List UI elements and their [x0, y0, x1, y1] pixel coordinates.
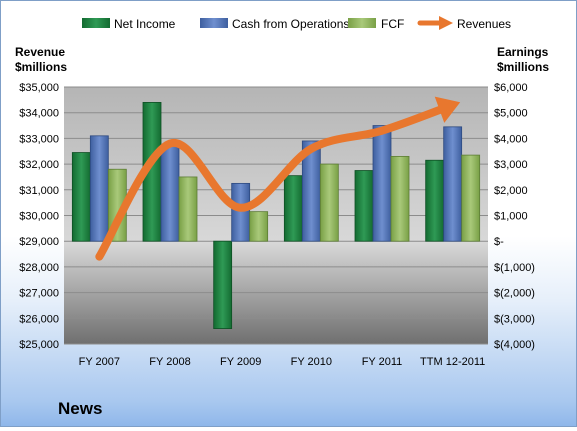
legend: Net Income Cash from Operations FCF Reve…	[82, 16, 511, 31]
legend-label-fcf: FCF	[381, 17, 404, 31]
bar-fcf	[461, 154, 481, 242]
right-tick-label: $5,000	[494, 108, 528, 120]
bar-cash-from-operations	[160, 144, 180, 242]
left-tick-label: $25,000	[19, 339, 59, 351]
bar-cash-from-operations	[89, 135, 109, 242]
legend-swatch-revenues-arrowhead	[439, 16, 453, 30]
legend-label-revenues: Revenues	[457, 17, 511, 31]
right-tick-label: $2,000	[494, 185, 528, 197]
bar-net-income	[425, 159, 445, 242]
right-axis-title-line1: Earnings	[497, 45, 549, 59]
left-tick-label: $26,000	[19, 313, 59, 325]
right-tick-label: $(3,000)	[494, 313, 535, 325]
revenue-line	[95, 100, 457, 261]
left-tick-label: $28,000	[19, 262, 59, 274]
bar-cash-from-operations	[231, 182, 251, 242]
left-tick-label: $29,000	[19, 236, 59, 248]
legend-label-cash-from-operations: Cash from Operations	[232, 17, 349, 31]
bar-net-income	[71, 152, 91, 242]
left-tick-label: $35,000	[19, 82, 59, 94]
chart-title: News	[58, 399, 102, 418]
category-label: FY 2010	[291, 356, 332, 368]
left-tick-label: $31,000	[19, 185, 59, 197]
category-label: TTM 12-2011	[420, 356, 485, 368]
right-tick-label: $4,000	[494, 133, 528, 145]
right-tick-label: $3,000	[494, 159, 528, 171]
right-tick-label: $(4,000)	[494, 339, 535, 351]
bar-fcf	[390, 155, 410, 242]
legend-swatch-fcf	[348, 18, 376, 28]
category-label: FY 2009	[220, 356, 261, 368]
left-tick-label: $34,000	[19, 108, 59, 120]
bar-cash-from-operations	[372, 125, 392, 242]
legend-swatch-cash-from-operations	[200, 18, 228, 28]
left-axis-title-line1: Revenue	[15, 45, 65, 59]
bar-fcf	[178, 176, 198, 242]
right-tick-label: $(1,000)	[494, 262, 535, 274]
category-label: FY 2008	[149, 356, 190, 368]
bar-net-income	[354, 170, 374, 242]
legend-swatch-net-income	[82, 18, 110, 28]
right-axis-title-line2: $millions	[497, 60, 549, 74]
left-axis-title-line2: $millions	[15, 60, 67, 74]
right-tick-label: $-	[494, 236, 504, 248]
left-tick-label: $33,000	[19, 133, 59, 145]
right-tick-label: $1,000	[494, 211, 528, 223]
revenue-line-group	[95, 96, 461, 261]
bar-net-income	[283, 175, 303, 242]
bar-fcf	[249, 211, 269, 242]
left-tick-label: $27,000	[19, 288, 59, 300]
category-label: FY 2011	[362, 356, 403, 368]
revenue-arrowhead	[434, 96, 461, 123]
bar-fcf	[319, 163, 339, 242]
bar-net-income	[213, 240, 233, 329]
category-label: FY 2007	[79, 356, 120, 368]
tick-labels: $35,000 $6,000 $34,000 $5,000 $33,000 $4,000 $…	[19, 82, 535, 368]
left-tick-label: $30,000	[19, 211, 59, 223]
bar-cash-from-operations	[443, 126, 463, 242]
left-tick-label: $32,000	[19, 159, 59, 171]
legend-label-net-income: Net Income	[114, 17, 176, 31]
right-tick-label: $(2,000)	[494, 288, 535, 300]
bars-group	[71, 102, 481, 329]
right-tick-label: $6,000	[494, 82, 528, 94]
